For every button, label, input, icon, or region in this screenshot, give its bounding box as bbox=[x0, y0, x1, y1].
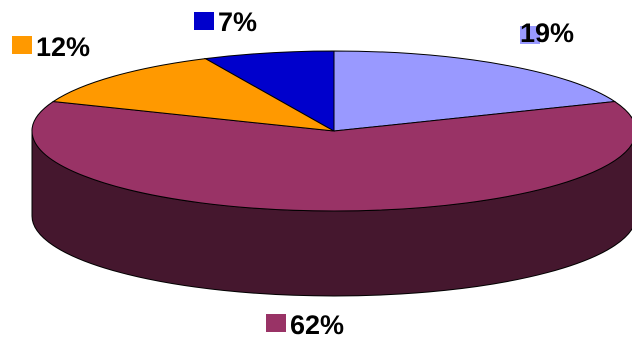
pie-slice-2 bbox=[51, 58, 335, 132]
slice-label-1: 62% bbox=[290, 310, 344, 340]
pie-slice-1 bbox=[31, 101, 632, 212]
pie-slice-0 bbox=[333, 50, 617, 132]
legend-swatch-3 bbox=[194, 12, 214, 30]
pie-tops bbox=[31, 50, 632, 212]
legend-swatch-2 bbox=[12, 36, 32, 54]
pie-slice-3 bbox=[203, 50, 335, 132]
legend-swatch-1 bbox=[266, 314, 286, 332]
legend-swatch-0 bbox=[520, 26, 540, 44]
slice-label-2: 12% bbox=[36, 32, 90, 62]
pie-labels: 19% 62% 12% 7% bbox=[12, 7, 574, 340]
slice-label-0: 19% bbox=[520, 18, 574, 48]
slice-label-3: 7% bbox=[218, 7, 257, 37]
